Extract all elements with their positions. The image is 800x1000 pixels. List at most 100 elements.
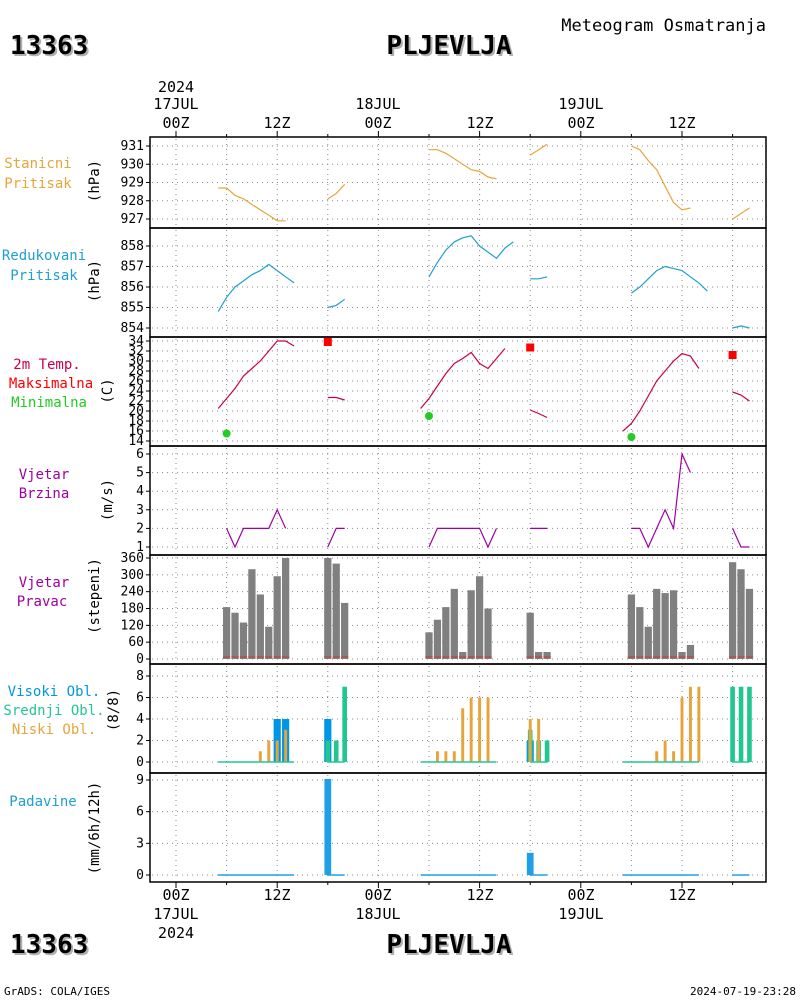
wind-direction-bar (248, 569, 256, 659)
wind_speed-line (428, 527, 498, 549)
station_pressure-line (429, 149, 497, 180)
station-name-top-shadow: PLJEVLJA (388, 33, 514, 63)
cloud-low-bar (688, 686, 692, 762)
tick-label-top-1: 00Z (162, 114, 189, 132)
cloud-low-bar (486, 697, 490, 762)
y-tick-label: 4 (136, 484, 144, 499)
day-label-top-2: 18JUL (355, 95, 400, 113)
y-tick-label: 857 (121, 260, 144, 275)
cloud-mid-bar (342, 686, 347, 762)
y-tick-label: 28 (128, 364, 144, 379)
label-wind-dir-1: Vjetar (19, 575, 70, 591)
y-tick-label: 8 (136, 669, 144, 684)
wind-direction-bar (678, 651, 686, 659)
label-wind-dir-2: Pravac (17, 594, 68, 610)
tick-label-bottom-4: 12Z (466, 886, 493, 904)
unit-reduced-pressure: (hPa) (87, 260, 103, 302)
day-label-bottom-3: 19JUL (558, 905, 603, 923)
wind-direction-bar (686, 644, 695, 659)
temperature-line (529, 409, 548, 419)
tick-label-bottom-2: 12Z (263, 886, 290, 904)
tick-label-top-2: 12Z (263, 114, 290, 132)
wind-direction-bar (324, 558, 332, 659)
cloud-low-bar (267, 740, 271, 762)
y-tick-label: 360 (121, 551, 144, 566)
station-name-bottom: PLJEVLJA (386, 930, 512, 960)
tick-label-bottom-5: 00Z (567, 886, 594, 904)
cloud-low-bar (663, 740, 667, 762)
precip-bar (526, 852, 534, 875)
precip-bar (324, 778, 332, 875)
tmax-marker (323, 338, 332, 346)
wind-direction-bar (543, 651, 551, 659)
label-precip: Padavine (9, 794, 76, 810)
timestamp-label: 2024-07-19-23:28 (690, 985, 796, 998)
label-reduced-pressure-1: Redukovani (2, 248, 86, 264)
label-station-pressure-1: Stanicni (4, 156, 71, 172)
y-tick-label: 20 (128, 404, 144, 419)
wind-direction-bar (332, 563, 340, 659)
cloud-low-bar (258, 751, 262, 762)
label-temp-3: Minimalna (11, 395, 87, 411)
cloud-low-bar (435, 751, 439, 762)
y-tick-label: 26 (128, 374, 144, 389)
y-tick-label: 120 (121, 618, 144, 633)
y-tick-label: 9 (136, 773, 144, 788)
tick-label-bottom-1: 00Z (162, 886, 189, 904)
tmax-marker (526, 343, 535, 352)
y-tick-label: 6 (136, 447, 144, 462)
y-tick-label: 856 (121, 280, 144, 295)
wind-direction-bar (433, 619, 442, 659)
station_pressure-line (327, 183, 346, 200)
cloud-mid-bar (325, 740, 331, 762)
label-cloud-low: Niski Obl. (12, 722, 96, 738)
year-label-top: 2024 (158, 78, 194, 96)
station_pressure-line (732, 207, 750, 220)
y-tick-label: 16 (128, 424, 144, 439)
wind-direction-bar (459, 651, 467, 659)
unit-wind-dir: (stepeni) (87, 558, 103, 634)
tmin-marker (627, 433, 636, 441)
cloud-low-bar (461, 708, 465, 762)
station-id-bottom-shadow: 13363 (12, 932, 90, 962)
cloud-low-bar (655, 751, 659, 762)
y-tick-label: 18 (128, 414, 144, 429)
y-tick-label: 32 (128, 344, 144, 359)
wind_speed-line (327, 527, 345, 548)
wind_speed-line (631, 451, 691, 549)
wind-direction-bar (239, 622, 248, 659)
tick-label-top-3: 00Z (364, 114, 391, 132)
unit-wind-speed: (m/s) (100, 479, 116, 521)
station_pressure-line (529, 143, 548, 156)
cloud-mid-bar (730, 686, 735, 762)
wind-direction-bar (231, 612, 239, 659)
y-tick-label: 34 (128, 334, 144, 349)
year-label-bottom: 2024 (158, 924, 194, 942)
reduced_pressure-line (327, 298, 346, 309)
cloud-mid-bar (747, 686, 752, 762)
cloud-low-bar (284, 729, 288, 762)
label-station-pressure-2: Pritisak (4, 176, 72, 192)
cloud-mid-bar (333, 740, 339, 762)
y-tick-label: 3 (136, 503, 144, 518)
y-tick-label: 60 (128, 635, 144, 650)
wind-direction-bar (442, 607, 450, 659)
wind-direction-bar (661, 593, 669, 659)
cloud-low-bar (444, 751, 448, 762)
station-id-top-fg: 13363 (10, 31, 88, 61)
y-tick-label: 929 (121, 176, 144, 191)
credit-label: GrADS: COLA/IGES (4, 985, 110, 998)
reduced_pressure-line (217, 263, 295, 312)
cloud-low-bar (478, 697, 482, 762)
label-cloud-mid: Srednji Obl. (3, 703, 104, 719)
y-tick-label: 14 (128, 434, 144, 449)
cloud-low-bar (697, 686, 701, 762)
label-wind-speed-1: Vjetar (19, 467, 70, 483)
tmax-marker (728, 351, 737, 359)
y-tick-label: 240 (121, 585, 144, 600)
wind-direction-bar (636, 607, 644, 659)
day-label-bottom-2: 18JUL (355, 905, 400, 923)
tick-label-top-6: 12Z (668, 114, 695, 132)
cloud-low-bar (275, 740, 279, 762)
